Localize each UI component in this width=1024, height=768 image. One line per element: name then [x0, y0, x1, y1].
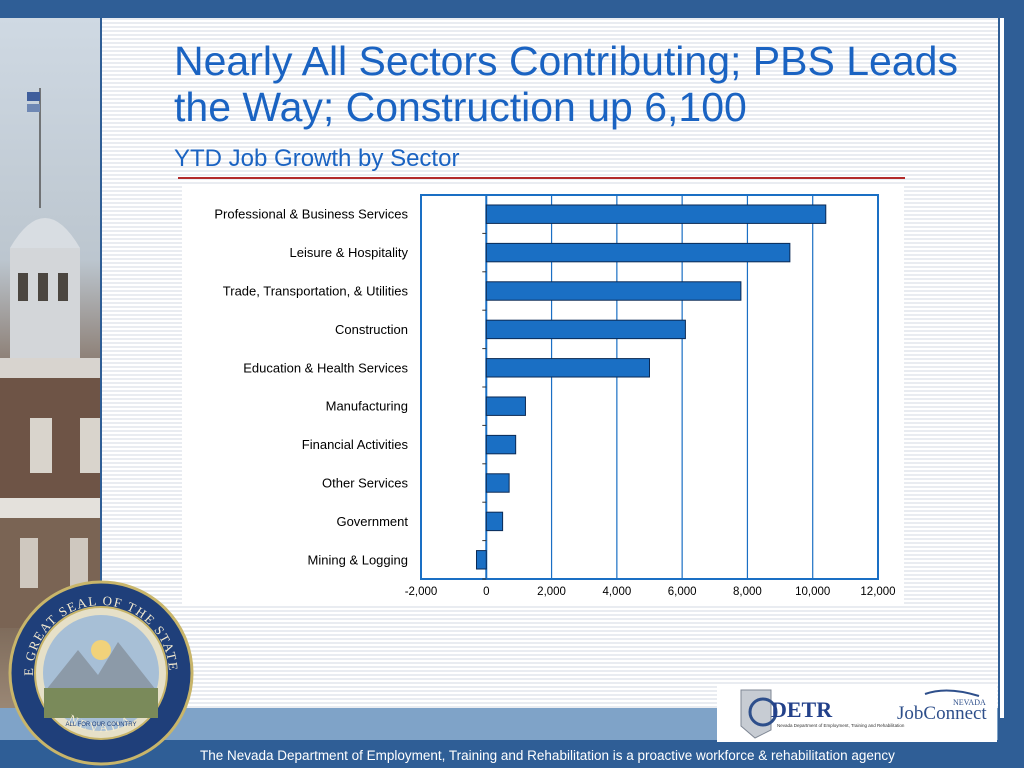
detr-logo-text: DETR	[771, 697, 833, 722]
bar	[475, 550, 487, 570]
x-tick-label: 12,000	[860, 586, 895, 598]
category-label: Manufacturing	[326, 399, 408, 414]
x-tick-label: 10,000	[795, 586, 830, 598]
slide-subtitle: YTD Job Growth by Sector	[174, 145, 460, 172]
bar	[485, 396, 526, 416]
x-tick-label: 0	[483, 586, 489, 598]
x-tick-label: 2,000	[537, 586, 566, 598]
x-tick-label: -2,000	[405, 586, 438, 598]
bar	[485, 204, 827, 224]
jobconnect-logo: NEVADA JobConnect	[897, 689, 987, 724]
jobconnect-logo-text: JobConnect	[897, 703, 987, 724]
bar	[485, 242, 791, 263]
footer-dark-band	[0, 740, 998, 768]
bar	[485, 473, 510, 493]
title-divider	[178, 177, 905, 179]
right-frame-bar	[998, 0, 1024, 768]
detr-logo-subtext: Nevada Department of Employment, Trainin…	[777, 723, 905, 728]
chart-area: Professional & Business Services Leisure …	[182, 186, 904, 606]
logo-box: DETR Nevada Department of Employment, Tr…	[717, 686, 997, 742]
category-label: Leisure & Hospitality	[290, 245, 409, 260]
category-label: Mining & Logging	[308, 552, 408, 567]
category-label: Construction	[335, 322, 408, 337]
bar	[485, 281, 742, 301]
bar	[485, 434, 517, 455]
category-label: Trade, Transportation, & Utilities	[223, 284, 409, 299]
nevada-state-seal: THE GREAT SEAL OF THE STATE OF NEVADA AL…	[8, 580, 194, 766]
slide-title: Nearly All Sectors Contributing; PBS Lea…	[174, 38, 958, 130]
category-label: Education & Health Services	[243, 360, 408, 375]
bar	[485, 319, 686, 340]
category-label: Financial Activities	[302, 437, 409, 452]
category-label: Other Services	[322, 476, 408, 491]
category-label: Professional & Business Services	[214, 207, 408, 222]
bar	[485, 511, 504, 532]
plot-frame	[420, 194, 879, 580]
seal-motto: ALL FOR OUR COUNTRY	[65, 722, 136, 728]
capitol-photo	[0, 18, 102, 708]
footer-text: The Nevada Department of Employment, Tra…	[200, 748, 895, 763]
top-frame-bar	[0, 0, 1024, 18]
x-tick-label: 4,000	[602, 586, 631, 598]
bar	[485, 358, 650, 378]
x-tick-label: 6,000	[668, 586, 697, 598]
category-label: Government	[336, 514, 408, 529]
job-growth-bar-chart: Professional & Business Services Leisure …	[214, 194, 896, 598]
detr-logo: DETR Nevada Department of Employment, Tr…	[740, 689, 905, 739]
x-tick-label: 8,000	[733, 586, 762, 598]
jobconnect-logo-top: NEVADA	[953, 698, 986, 707]
